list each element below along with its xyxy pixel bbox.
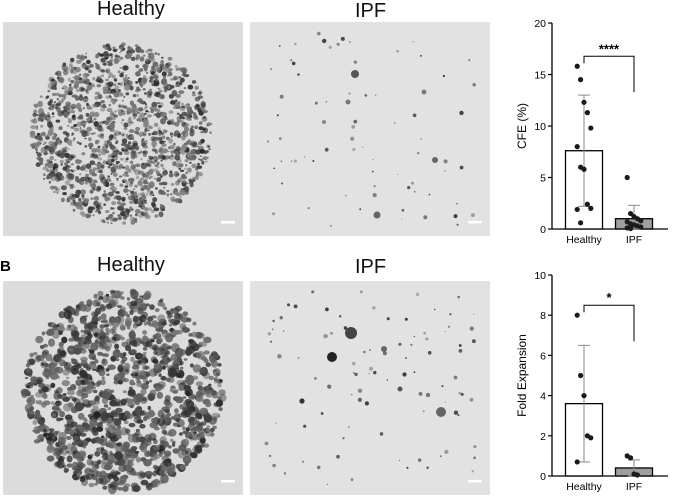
y-tick-label: 10 bbox=[534, 121, 546, 133]
y-tick-label: 8 bbox=[540, 310, 546, 322]
x-tick-label-healthy: Healthy bbox=[566, 481, 602, 493]
colony-scatter bbox=[264, 290, 477, 486]
significance-label: **** bbox=[599, 41, 620, 56]
data-point-healthy bbox=[574, 459, 580, 465]
significance-label: * bbox=[606, 290, 612, 305]
data-point-healthy bbox=[578, 77, 584, 83]
y-tick-label: 10 bbox=[534, 270, 546, 282]
significance-bracket bbox=[583, 55, 635, 93]
data-point-healthy bbox=[588, 205, 594, 211]
data-point-ipf bbox=[628, 210, 634, 217]
scale-bar bbox=[468, 221, 482, 224]
data-point-ipf bbox=[624, 174, 630, 181]
cfe-chart: 0 5 10 15 20 CFE (%) Healthy IPF **** bbox=[500, 10, 685, 250]
scale-bar bbox=[468, 480, 482, 483]
y-tick-label: 0 bbox=[540, 224, 546, 236]
y-tick-label: 20 bbox=[534, 18, 546, 30]
data-point-healthy bbox=[588, 125, 594, 131]
colony-cluster bbox=[20, 288, 227, 495]
data-point-healthy bbox=[574, 63, 580, 69]
significance-bracket bbox=[583, 304, 635, 342]
colony-scatter bbox=[266, 31, 476, 227]
data-point-ipf bbox=[638, 218, 644, 224]
x-tick-label-ipf: IPF bbox=[626, 481, 642, 493]
scale-bar bbox=[221, 221, 235, 224]
data-point-healthy bbox=[581, 393, 587, 399]
micrograph-healthy-b bbox=[3, 281, 243, 495]
row-b-healthy-label: Healthy bbox=[97, 254, 165, 276]
x-tick-label-healthy: Healthy bbox=[566, 234, 602, 246]
data-point-healthy bbox=[574, 144, 580, 150]
y-tick-label: 2 bbox=[540, 431, 546, 443]
row-a-ipf-label: IPF bbox=[355, 0, 387, 22]
scale-bar bbox=[221, 480, 235, 483]
fold-expansion-chart-svg: 0 2 4 6 8 10 Fold Expansion Healthy IPF * bbox=[515, 270, 668, 493]
data-point-healthy bbox=[578, 220, 584, 226]
data-point-healthy bbox=[574, 206, 580, 213]
fold-expansion-chart: 0 2 4 6 8 10 Fold Expansion Healthy IPF * bbox=[500, 264, 685, 500]
data-point-ipf bbox=[634, 472, 640, 478]
y-tick-label: 6 bbox=[540, 350, 546, 362]
data-point-healthy bbox=[581, 99, 587, 105]
y-tick-label: 4 bbox=[540, 391, 546, 403]
data-point-healthy bbox=[574, 312, 580, 318]
data-point-ipf bbox=[628, 455, 634, 461]
micrograph-ipf-a bbox=[250, 22, 490, 236]
y-tick-label: 5 bbox=[540, 173, 546, 185]
y-tick-label: 0 bbox=[540, 471, 546, 483]
data-point-ipf bbox=[638, 224, 644, 230]
colony-cluster bbox=[29, 42, 212, 225]
row-b-ipf-label: IPF bbox=[355, 256, 387, 278]
data-point-ipf bbox=[628, 225, 634, 232]
y-axis-label: Fold Expansion bbox=[515, 334, 529, 417]
data-point-healthy bbox=[588, 435, 594, 441]
data-point-healthy bbox=[581, 166, 587, 172]
y-axis-label: CFE (%) bbox=[515, 103, 529, 149]
row-a-healthy-label: Healthy bbox=[97, 0, 165, 20]
panel-b-letter: B bbox=[0, 258, 11, 275]
y-tick-label: 15 bbox=[534, 70, 546, 82]
data-point-healthy bbox=[584, 110, 590, 116]
data-point-healthy bbox=[578, 372, 584, 379]
micrograph-healthy-a bbox=[3, 22, 243, 236]
micrograph-ipf-b bbox=[250, 281, 490, 495]
data-point-healthy bbox=[584, 201, 590, 207]
cfe-chart-svg: 0 5 10 15 20 CFE (%) Healthy IPF **** bbox=[515, 18, 668, 246]
x-tick-label-ipf: IPF bbox=[626, 234, 642, 246]
